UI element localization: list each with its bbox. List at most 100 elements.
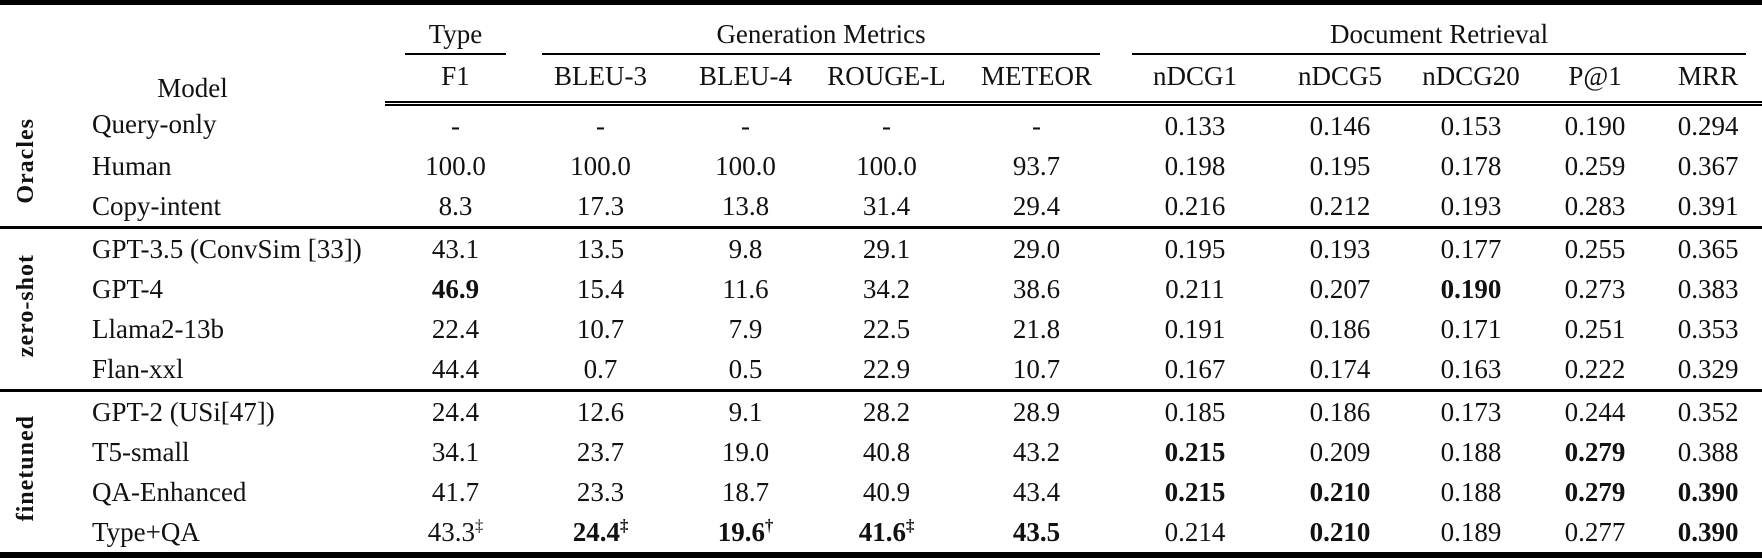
metric-value: 0.186 — [1309, 396, 1371, 427]
metric-value: 100.0 — [856, 150, 917, 181]
metric-value: 13.8 — [721, 190, 770, 221]
model-name: GPT-4 — [92, 273, 164, 304]
metric-value: 0.167 — [1164, 353, 1226, 384]
column-header-rougel: ROUGE-L — [816, 55, 957, 106]
metric-value: 22.4 — [431, 313, 480, 344]
table-row: Llama2-13b 22.4 10.7 7.9 22.5 21.8 0.191 0.186 0… — [0, 309, 1762, 349]
metric-value: 8.3 — [438, 190, 473, 221]
metric-value: 0.214 — [1164, 516, 1226, 547]
model-name: QA-Enhanced — [92, 476, 247, 507]
metric-value: 29.1 — [862, 233, 911, 264]
significance-marker: ‡ — [474, 515, 484, 535]
metric-value: 0.5 — [728, 353, 763, 384]
metric-value: 44.4 — [431, 353, 480, 384]
metric-value: 9.8 — [728, 233, 763, 264]
metric-value: 41.7 — [431, 476, 480, 507]
metric-value: 0.365 — [1677, 233, 1739, 264]
table-row: QA-Enhanced 41.7 23.3 18.7 40.9 43.4 0.215 0.21… — [0, 472, 1762, 512]
metric-value: 0.193 — [1440, 190, 1502, 221]
metric-value: 40.8 — [862, 436, 911, 467]
column-group-type: Type — [385, 3, 526, 55]
column-header-f1: F1 — [385, 55, 526, 106]
metric-value: 41.6‡ — [858, 515, 915, 547]
metric-value: 29.0 — [1012, 233, 1061, 264]
metric-value: 0.173 — [1440, 396, 1502, 427]
metric-value: 22.9 — [862, 353, 911, 384]
metric-value: 28.2 — [862, 396, 911, 427]
column-header-bleu3: BLEU-3 — [526, 55, 675, 106]
metric-value: 12.6 — [576, 396, 625, 427]
column-group-generation-metrics-label: Generation Metrics — [542, 19, 1101, 55]
significance-marker: ‡ — [619, 515, 629, 535]
metric-value: 0.195 — [1164, 233, 1226, 264]
metric-value: 43.1 — [431, 233, 480, 264]
model-name: Human — [92, 150, 172, 181]
metric-value: 0.352 — [1677, 396, 1739, 427]
metric-value: 0.209 — [1309, 436, 1371, 467]
model-name: Copy-intent — [92, 190, 221, 221]
metric-value: 0.189 — [1440, 516, 1502, 547]
metric-value: 31.4 — [862, 190, 911, 221]
metric-value: 0.251 — [1564, 313, 1626, 344]
metric-value: 0.163 — [1440, 353, 1502, 384]
metric-value: 0.146 — [1309, 110, 1371, 141]
metric-value: 0.215 — [1164, 476, 1226, 507]
metric-value: 0.188 — [1440, 436, 1502, 467]
metric-value: 0.222 — [1564, 353, 1626, 384]
metric-value: 0.391 — [1677, 190, 1739, 221]
table-row: zero-shot GPT-3.5 (ConvSim [33]) 43.1 13.5 9… — [0, 228, 1762, 358]
model-name: Query-only — [92, 109, 217, 140]
metric-value: 28.9 — [1012, 396, 1061, 427]
metric-value: 0.193 — [1309, 233, 1371, 264]
metric-value: 0.277 — [1564, 516, 1626, 547]
column-group-document-retrieval: Document Retrieval — [1116, 3, 1762, 55]
metric-value: 43.4 — [1012, 476, 1061, 507]
metric-value: 0.353 — [1677, 313, 1739, 344]
metric-value: 23.7 — [576, 436, 625, 467]
table-row: GPT-4 46.9 15.4 11.6 34.2 38.6 0.211 0.207 0.190… — [0, 269, 1762, 309]
metric-value: 0.390 — [1677, 476, 1739, 507]
metric-value: 43.3‡ — [427, 515, 484, 547]
metric-value: 0.388 — [1677, 436, 1739, 467]
metric-value: 0.283 — [1564, 190, 1626, 221]
metric-value: 0.383 — [1677, 273, 1739, 304]
metric-value: 100.0 — [570, 150, 631, 181]
metric-value: 22.5 — [862, 313, 911, 344]
metric-value: 7.9 — [728, 313, 763, 344]
metric-value: 43.2 — [1012, 436, 1061, 467]
metric-value: 24.4‡ — [572, 515, 629, 547]
metric-value: 21.8 — [1012, 313, 1061, 344]
metric-value: 0.329 — [1677, 353, 1739, 384]
column-header-ndcg5: nDCG5 — [1274, 55, 1407, 106]
metric-value: 0.133 — [1164, 110, 1226, 141]
table-row: Type+QA 43.3‡ 24.4‡ 19.6† 41.6‡ 43.5 0.214 0.21… — [0, 512, 1762, 555]
metric-value: 10.7 — [576, 313, 625, 344]
metric-value: 100.0 — [715, 150, 776, 181]
table-row: Copy-intent 8.3 17.3 13.8 31.4 29.4 0.216 0.212… — [0, 186, 1762, 228]
metric-value: 0.367 — [1677, 150, 1739, 181]
section-label-zero-shot: zero-shot — [0, 228, 52, 391]
header-sub-row: F1 BLEU-3 BLEU-4 ROUGE-L METEOR nDCG1 nD… — [0, 55, 1762, 106]
header-group-row: Model Type Generation Metrics Document R… — [0, 3, 1762, 103]
section-oracles: Oracles Query-only - - - - - 0.133 0.146 0.153 0.1… — [0, 104, 1762, 228]
metric-value: 0.171 — [1440, 313, 1502, 344]
metric-value: 0.185 — [1164, 396, 1226, 427]
metric-value: 19.0 — [721, 436, 770, 467]
metric-value: 0.255 — [1564, 233, 1626, 264]
section-finetuned: finetuned GPT-2 (USi[47]) 24.4 12.6 9.1 28.2 2… — [0, 390, 1762, 556]
metric-value: 0.211 — [1165, 273, 1225, 304]
column-group-type-label: Type — [405, 19, 506, 55]
metric-value: 29.4 — [1012, 190, 1061, 221]
metric-value: 0.153 — [1440, 110, 1502, 141]
metric-value: 0.279 — [1564, 476, 1626, 507]
metric-value: 43.5 — [1012, 516, 1061, 547]
table-row: T5-small 34.1 23.7 19.0 40.8 43.2 0.215 0.209 0.… — [0, 432, 1762, 472]
metric-value: - — [741, 110, 750, 141]
metric-value: 15.4 — [576, 273, 625, 304]
metric-value: 0.212 — [1309, 190, 1371, 221]
model-name: GPT-2 (USi[47]) — [92, 396, 275, 427]
column-group-document-retrieval-label: Document Retrieval — [1132, 19, 1747, 55]
metric-value: 0.210 — [1309, 516, 1371, 547]
section-label-oracles: Oracles — [0, 104, 52, 228]
